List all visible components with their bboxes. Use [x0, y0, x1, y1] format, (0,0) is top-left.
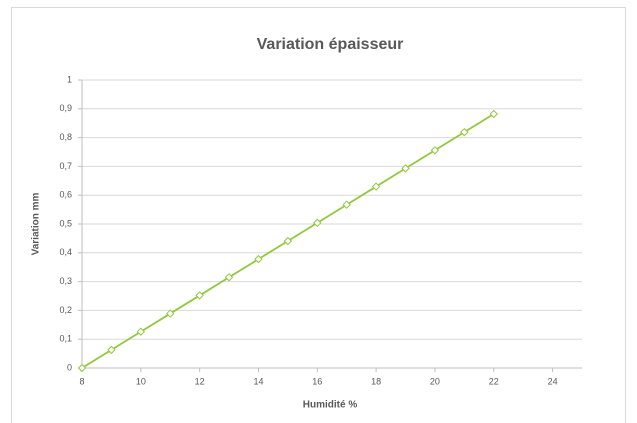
- x-tick-label: 12: [195, 376, 205, 386]
- y-tick-label: 0,8: [59, 132, 72, 142]
- y-axis-title: Variation mm: [31, 193, 42, 256]
- y-tick-label: 1: [67, 74, 72, 84]
- data-marker: [136, 327, 146, 336]
- data-marker: [489, 109, 498, 119]
- y-tick-label: 0,6: [59, 190, 72, 200]
- y-tick-label: 0,4: [59, 247, 72, 257]
- y-tick-label: 0,7: [59, 161, 72, 171]
- chart-title: Variation épaisseur: [257, 36, 404, 53]
- data-marker: [313, 218, 322, 228]
- data-marker: [283, 236, 293, 246]
- data-marker: [224, 273, 234, 282]
- y-tick-label: 0,3: [59, 276, 72, 286]
- x-tick-label: 18: [371, 376, 381, 386]
- data-marker: [430, 146, 440, 155]
- y-tick-label: 0: [67, 362, 72, 372]
- data-marker: [77, 363, 87, 373]
- data-marker: [166, 309, 175, 318]
- x-tick-label: 20: [430, 376, 440, 386]
- x-tick-label: 10: [136, 376, 146, 386]
- data-marker: [401, 164, 410, 173]
- data-marker: [371, 182, 381, 191]
- x-tick-label: 14: [253, 376, 263, 386]
- y-tick-label: 0,2: [59, 305, 72, 315]
- x-tick-label: 24: [548, 376, 558, 386]
- y-tick-label: 0,9: [59, 103, 72, 113]
- data-marker: [254, 254, 263, 264]
- data-marker: [342, 200, 351, 209]
- x-tick-label: 16: [312, 376, 322, 386]
- data-marker: [107, 345, 116, 355]
- x-axis-title: Humidité %: [303, 400, 358, 411]
- x-tick-label: 22: [489, 376, 499, 386]
- data-marker: [460, 127, 469, 137]
- data-marker: [195, 291, 204, 300]
- x-tick-label: 8: [79, 376, 84, 386]
- y-tick-label: 0,5: [59, 218, 72, 228]
- chart-frame: [11, 7, 626, 423]
- y-tick-label: 0,1: [59, 334, 72, 344]
